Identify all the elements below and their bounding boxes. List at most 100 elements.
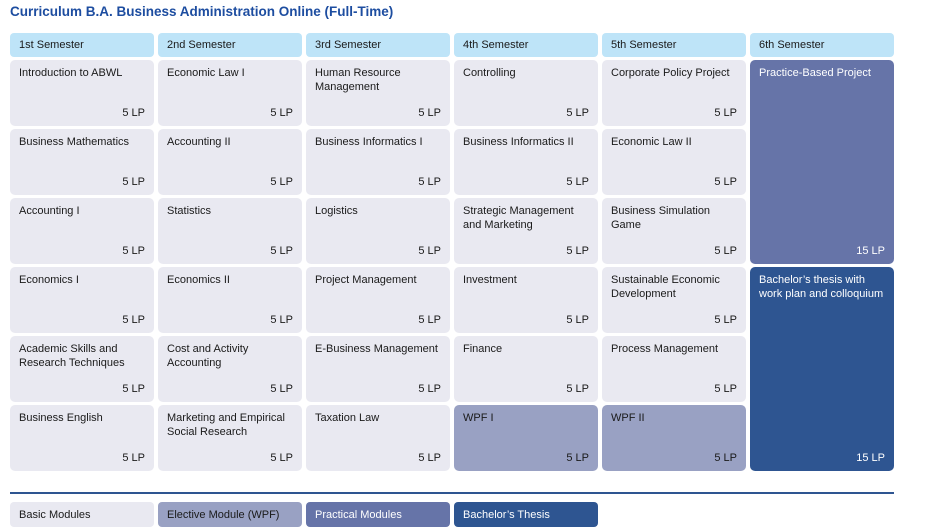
module-name: WPF II	[611, 412, 645, 424]
module-credits: 15 LP	[856, 452, 885, 465]
module-name: Strategic Management and Marketing	[463, 205, 574, 231]
module-name: Project Management	[315, 274, 417, 286]
module-card: Economics II 5 LP	[158, 267, 302, 333]
legend: Basic Modules Elective Module (WPF) Practi…	[10, 502, 598, 527]
module-card: Accounting I 5 LP	[10, 198, 154, 264]
divider-line	[10, 492, 894, 494]
module-card: Economic Law II 5 LP	[602, 129, 746, 195]
module-credits: 5 LP	[714, 383, 737, 396]
module-card: Statistics 5 LP	[158, 198, 302, 264]
module-credits: 5 LP	[418, 452, 441, 465]
module-credits: 5 LP	[270, 314, 293, 327]
module-card: Practice-Based Project 15 LP	[750, 60, 894, 264]
module-card: Academic Skills and Research Techniques 5…	[10, 336, 154, 402]
module-credits: 5 LP	[714, 245, 737, 258]
module-credits: 5 LP	[122, 176, 145, 189]
legend-item-basic: Basic Modules	[10, 502, 154, 527]
module-credits: 5 LP	[122, 452, 145, 465]
module-credits: 5 LP	[418, 383, 441, 396]
module-credits: 5 LP	[270, 452, 293, 465]
module-credits: 15 LP	[856, 245, 885, 258]
module-name: Corporate Policy Project	[611, 67, 730, 79]
curriculum-grid: 1st Semester Introduction to ABWL 5 LP Busi…	[10, 33, 894, 474]
module-name: Practice-Based Project	[759, 67, 871, 79]
semester-header: 2nd Semester	[158, 33, 302, 57]
module-name: Business Informatics I	[315, 136, 423, 148]
semester-header: 1st Semester	[10, 33, 154, 57]
module-card: Introduction to ABWL 5 LP	[10, 60, 154, 126]
module-name: E-Business Management	[315, 343, 438, 355]
semester-column: 1st Semester Introduction to ABWL 5 LP Busi…	[10, 33, 154, 474]
semester-header: 6th Semester	[750, 33, 894, 57]
semester-header: 3rd Semester	[306, 33, 450, 57]
module-credits: 5 LP	[270, 107, 293, 120]
semester-column: 5th Semester Corporate Policy Project 5 LP…	[602, 33, 746, 474]
module-name: Economic Law I	[167, 67, 245, 79]
module-name: Accounting I	[19, 205, 80, 217]
module-name: Business Simulation Game	[611, 205, 711, 231]
module-credits: 5 LP	[122, 245, 145, 258]
module-name: Accounting II	[167, 136, 231, 148]
module-name: Economics I	[19, 274, 79, 286]
module-card: Taxation Law 5 LP	[306, 405, 450, 471]
module-card: Economic Law I 5 LP	[158, 60, 302, 126]
page-title: Curriculum B.A. Business Administration …	[10, 4, 394, 19]
semester-column: 3rd Semester Human Resource Management 5 L…	[306, 33, 450, 474]
module-card: E-Business Management 5 LP	[306, 336, 450, 402]
module-name: Marketing and Empirical Social Research	[167, 412, 285, 438]
module-credits: 5 LP	[418, 176, 441, 189]
module-card: Cost and Activity Accounting 5 LP	[158, 336, 302, 402]
module-card: Accounting II 5 LP	[158, 129, 302, 195]
module-name: Business Informatics II	[463, 136, 574, 148]
module-name: Logistics	[315, 205, 358, 217]
module-credits: 5 LP	[270, 176, 293, 189]
module-card: WPF II 5 LP	[602, 405, 746, 471]
module-card: Marketing and Empirical Social Research 5…	[158, 405, 302, 471]
module-credits: 5 LP	[418, 107, 441, 120]
module-card: WPF I 5 LP	[454, 405, 598, 471]
module-credits: 5 LP	[566, 245, 589, 258]
module-name: Sustainable Economic Development	[611, 274, 720, 300]
module-name: Bachelor’s thesis with work plan and col…	[759, 274, 884, 300]
semester-header: 4th Semester	[454, 33, 598, 57]
module-card: Human Resource Management 5 LP	[306, 60, 450, 126]
legend-item-elective: Elective Module (WPF)	[158, 502, 302, 527]
module-card: Corporate Policy Project 5 LP	[602, 60, 746, 126]
module-credits: 5 LP	[418, 314, 441, 327]
module-credits: 5 LP	[714, 452, 737, 465]
module-card: Controlling 5 LP	[454, 60, 598, 126]
module-name: Business English	[19, 412, 103, 424]
module-credits: 5 LP	[566, 107, 589, 120]
module-name: Controlling	[463, 67, 516, 79]
module-credits: 5 LP	[714, 176, 737, 189]
module-name: Statistics	[167, 205, 212, 217]
legend-item-thesis: Bachelor’s Thesis	[454, 502, 598, 527]
module-name: Investment	[463, 274, 517, 286]
module-card: Sustainable Economic Development 5 LP	[602, 267, 746, 333]
module-credits: 5 LP	[714, 314, 737, 327]
module-card: Business Informatics I 5 LP	[306, 129, 450, 195]
module-name: Process Management	[611, 343, 718, 355]
module-name: Economics II	[167, 274, 230, 286]
semester-column: 4th Semester Controlling 5 LP Business Info…	[454, 33, 598, 474]
module-card: Business English 5 LP	[10, 405, 154, 471]
module-card: Business Simulation Game 5 LP	[602, 198, 746, 264]
module-credits: 5 LP	[566, 452, 589, 465]
legend-item-practical: Practical Modules	[306, 502, 450, 527]
module-credits: 5 LP	[270, 245, 293, 258]
module-card: Project Management 5 LP	[306, 267, 450, 333]
module-credits: 5 LP	[122, 314, 145, 327]
semester-column: 6th Semester Practice-Based Project 15 LP B…	[750, 33, 894, 474]
module-credits: 5 LP	[122, 107, 145, 120]
module-credits: 5 LP	[566, 176, 589, 189]
module-card: Logistics 5 LP	[306, 198, 450, 264]
module-card: Process Management 5 LP	[602, 336, 746, 402]
module-credits: 5 LP	[122, 383, 145, 396]
module-card: Investment 5 LP	[454, 267, 598, 333]
module-credits: 5 LP	[418, 245, 441, 258]
module-card: Business Mathematics 5 LP	[10, 129, 154, 195]
module-card: Economics I 5 LP	[10, 267, 154, 333]
module-name: Introduction to ABWL	[19, 67, 123, 79]
